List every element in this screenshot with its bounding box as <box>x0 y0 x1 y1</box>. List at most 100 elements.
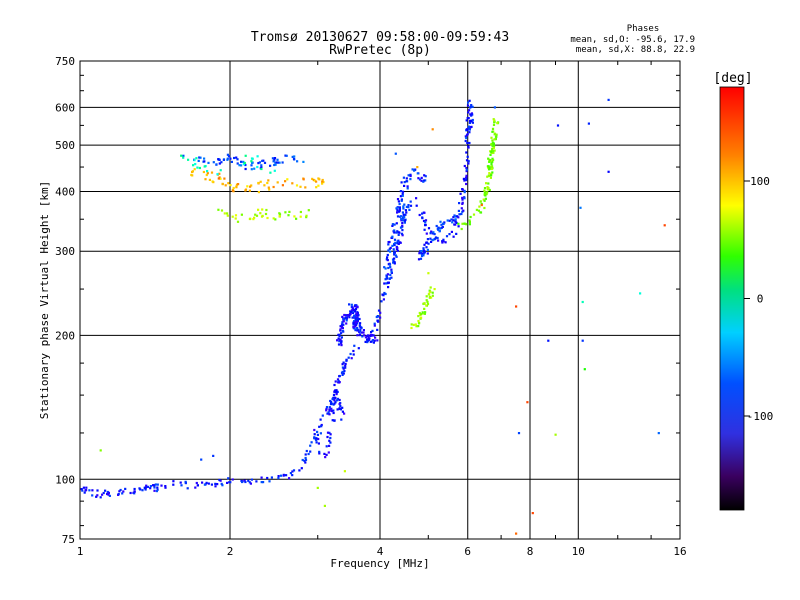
data-point <box>467 125 470 128</box>
data-point <box>172 480 175 483</box>
data-point <box>356 329 359 332</box>
data-point <box>257 162 260 165</box>
data-point <box>339 408 342 411</box>
data-point <box>180 154 183 157</box>
data-point <box>341 410 344 413</box>
data-point <box>423 228 426 231</box>
data-point <box>323 504 326 507</box>
data-point <box>371 329 374 332</box>
data-point <box>319 418 322 421</box>
data-point <box>348 303 351 306</box>
data-point <box>266 216 269 220</box>
data-point <box>341 330 344 333</box>
data-point <box>446 219 449 222</box>
y-axis-ticks: 75 100 200 300 400 500 600 750 <box>55 55 680 546</box>
data-point <box>200 458 203 461</box>
data-point <box>328 409 331 412</box>
data-point <box>492 158 495 162</box>
data-point <box>431 291 434 294</box>
data-point <box>343 412 346 415</box>
data-point <box>305 214 308 217</box>
data-point <box>352 308 355 311</box>
data-point <box>345 319 348 322</box>
data-point <box>480 203 483 207</box>
data-point <box>386 273 389 276</box>
data-point <box>422 219 426 223</box>
data-point <box>317 437 320 441</box>
data-point <box>467 111 470 114</box>
data-point <box>207 161 210 164</box>
data-point <box>367 336 370 339</box>
data-point <box>399 195 402 198</box>
data-point <box>492 146 495 149</box>
data-point <box>217 158 220 161</box>
data-point <box>281 184 284 187</box>
data-point <box>276 181 279 184</box>
data-point <box>325 407 328 410</box>
data-point <box>438 229 441 232</box>
data-point <box>362 331 365 334</box>
data-point <box>284 154 287 157</box>
data-point <box>484 197 487 200</box>
data-point <box>386 259 389 262</box>
data-point <box>396 246 399 249</box>
data-point <box>299 185 302 188</box>
data-point <box>366 339 370 342</box>
data-point <box>435 224 438 228</box>
data-point <box>463 189 466 192</box>
data-point <box>238 164 241 167</box>
data-point <box>85 486 88 489</box>
data-point <box>211 180 214 183</box>
data-point <box>420 179 423 182</box>
data-point <box>313 437 316 440</box>
data-point <box>466 116 469 120</box>
data-point <box>278 212 281 215</box>
data-point <box>328 439 331 442</box>
data-point <box>487 157 490 160</box>
data-point <box>201 481 204 484</box>
data-point <box>460 227 463 231</box>
data-point <box>429 290 432 293</box>
data-point <box>404 209 407 212</box>
data-point <box>403 221 406 224</box>
data-point <box>372 334 375 337</box>
data-point <box>355 304 358 307</box>
data-point <box>322 181 325 184</box>
data-point <box>249 482 252 485</box>
data-point <box>227 182 230 185</box>
data-point <box>246 185 249 188</box>
data-point <box>274 163 277 166</box>
data-point <box>422 254 425 257</box>
data-point <box>395 231 398 234</box>
data-point <box>393 257 396 260</box>
data-point <box>205 481 208 484</box>
data-point <box>607 98 610 101</box>
data-point <box>401 229 404 232</box>
data-point <box>301 458 304 462</box>
data-point <box>80 488 83 491</box>
data-point <box>583 368 586 371</box>
data-point <box>467 101 470 104</box>
data-point <box>440 226 443 229</box>
data-point <box>328 431 331 434</box>
data-point <box>469 105 472 109</box>
data-point <box>587 122 590 125</box>
data-point <box>305 216 308 219</box>
data-point <box>298 469 301 472</box>
data-point <box>268 188 271 191</box>
data-point <box>396 242 399 245</box>
data-point <box>460 212 463 216</box>
data-point <box>355 328 358 331</box>
grid-lines <box>80 61 680 539</box>
data-point <box>355 312 358 315</box>
data-point <box>441 241 444 244</box>
data-point <box>249 185 252 188</box>
data-point <box>424 221 427 224</box>
data-point <box>340 344 343 347</box>
data-point <box>375 315 378 319</box>
data-point <box>461 188 464 191</box>
data-point <box>458 202 461 205</box>
data-point <box>221 183 224 186</box>
data-point <box>194 163 197 166</box>
data-point <box>218 162 221 165</box>
